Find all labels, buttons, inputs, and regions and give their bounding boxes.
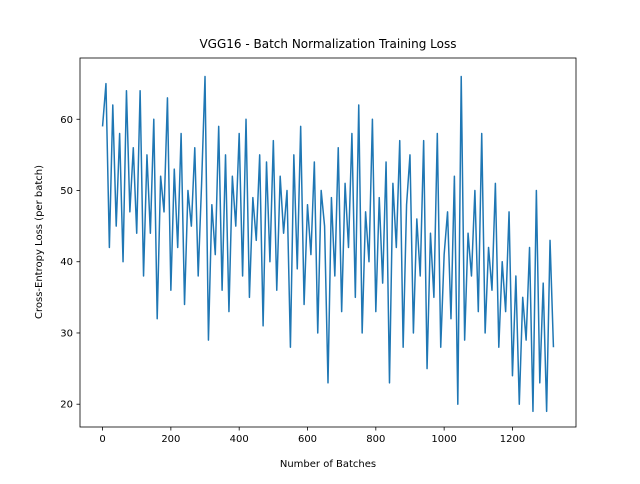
y-tick-label: 60 [60, 115, 73, 126]
y-axis-label: Cross-Entropy Loss (per batch) [34, 165, 45, 319]
y-tick-label: 20 [60, 400, 73, 411]
loss-line [101, 75, 555, 413]
x-tick-label: 1000 [431, 434, 456, 445]
x-axis-label: Number of Batches [280, 459, 376, 470]
x-tick-label: 0 [99, 434, 105, 445]
x-tick-label: 200 [161, 434, 180, 445]
axes-frame [79, 57, 577, 428]
y-tick-label: 50 [60, 186, 73, 197]
y-tick-label: 40 [60, 257, 73, 268]
x-tick-label: 400 [230, 434, 249, 445]
x-tick-label: 600 [298, 434, 317, 445]
x-tick-label: 1200 [500, 434, 525, 445]
chart-title: VGG16 - Batch Normalization Training Los… [199, 37, 456, 51]
y-tick-label: 30 [60, 328, 73, 339]
x-tick-label: 800 [366, 434, 385, 445]
